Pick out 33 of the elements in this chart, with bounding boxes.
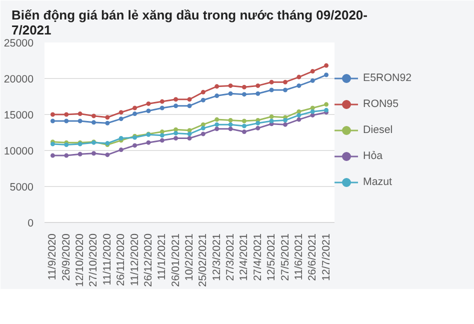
x-tick-label: 12/7/2021 [320,233,332,281]
y-tick-label: 10000 [4,146,34,158]
x-tick-label: 26/9/2020 [60,233,72,281]
x-tick-label: 26/12/2020 [142,233,154,287]
x-tick-label: 12/4/2021 [238,233,250,281]
x-tick-label: 10/2/2021 [184,233,196,281]
chart-title: Biến động giá bán lẻ xăng dầu trong nước tháng 09/2020- 7/2021 [12,8,368,38]
x-tick-label: 11/11/2020 [101,233,114,286]
legend-label: RON95 [363,98,399,110]
legend-label: Diesel [363,124,393,136]
x-tick-label: 25/02/2021 [197,233,210,287]
x-tick-label: 12/5/2021 [266,233,278,281]
x-tick-label: 27/10/2020 [88,233,100,287]
x-tick-label: 26/6/2021 [306,233,319,281]
x-tick-label: 11/6/2021 [292,233,305,280]
y-tick-label: 0 [28,218,34,230]
y-tick-label: 20000 [4,74,34,86]
x-tick-label: 27/5/2021 [279,233,292,281]
x-tick-label: 11/9/2020 [46,233,59,280]
x-tick-label: 12/3/2021 [210,233,223,281]
x-tick-label: 11/12/2020 [128,233,141,286]
legend-label: Mazut [363,176,392,188]
y-tick-label: 15000 [4,110,34,122]
x-tick-label: 11/1/2021 [156,233,168,280]
y-tick-label: 25000 [4,38,34,50]
x-tick-label: 27/3/2021 [224,233,237,281]
x-tick-label: 27/4/2021 [252,233,264,281]
legend-label: E5RON92 [363,72,412,84]
y-tick-label: 5000 [10,182,34,194]
legend-label: Hỏa [363,150,383,162]
x-tick-label: 12/10/2020 [74,233,86,287]
x-tick-label: 26/01/2021 [170,233,182,287]
x-tick-label: 26/11/2020 [115,233,128,286]
